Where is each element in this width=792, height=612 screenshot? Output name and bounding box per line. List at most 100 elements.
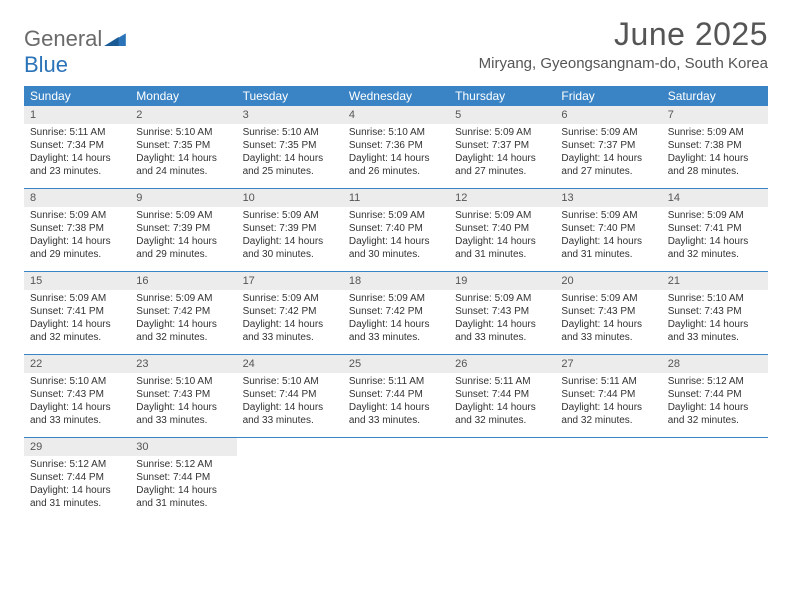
day-info-line: and 32 minutes. bbox=[136, 331, 230, 344]
location: Miryang, Gyeongsangnam-do, South Korea bbox=[479, 55, 768, 72]
day-info-line: and 23 minutes. bbox=[30, 165, 124, 178]
day-info-line: Sunset: 7:43 PM bbox=[136, 388, 230, 401]
day-number: 16 bbox=[130, 272, 236, 290]
day-info-line: and 32 minutes. bbox=[668, 248, 762, 261]
empty-cell bbox=[449, 438, 555, 520]
day-info-line: Sunrise: 5:10 AM bbox=[136, 375, 230, 388]
day-cell: 4Sunrise: 5:10 AMSunset: 7:36 PMDaylight… bbox=[343, 106, 449, 188]
day-cell: 18Sunrise: 5:09 AMSunset: 7:42 PMDayligh… bbox=[343, 272, 449, 354]
day-info-line: Sunset: 7:40 PM bbox=[561, 222, 655, 235]
day-info-line: Daylight: 14 hours bbox=[243, 152, 337, 165]
day-number: 23 bbox=[130, 355, 236, 373]
day-info-line: Sunset: 7:35 PM bbox=[136, 139, 230, 152]
day-info-line: Daylight: 14 hours bbox=[561, 235, 655, 248]
day-cell: 10Sunrise: 5:09 AMSunset: 7:39 PMDayligh… bbox=[237, 189, 343, 271]
day-info-line: Sunset: 7:42 PM bbox=[136, 305, 230, 318]
day-number: 7 bbox=[662, 106, 768, 124]
day-info-line: Daylight: 14 hours bbox=[30, 152, 124, 165]
day-info-line: Sunrise: 5:12 AM bbox=[136, 458, 230, 471]
day-info-line: Sunset: 7:42 PM bbox=[349, 305, 443, 318]
day-info-line: Daylight: 14 hours bbox=[455, 401, 549, 414]
day-content: Sunrise: 5:10 AMSunset: 7:36 PMDaylight:… bbox=[343, 124, 449, 182]
day-info-line: and 33 minutes. bbox=[349, 331, 443, 344]
day-info-line: and 29 minutes. bbox=[30, 248, 124, 261]
day-info-line: Daylight: 14 hours bbox=[668, 235, 762, 248]
day-content: Sunrise: 5:10 AMSunset: 7:35 PMDaylight:… bbox=[237, 124, 343, 182]
day-cell: 23Sunrise: 5:10 AMSunset: 7:43 PMDayligh… bbox=[130, 355, 236, 437]
day-content: Sunrise: 5:09 AMSunset: 7:38 PMDaylight:… bbox=[24, 207, 130, 265]
week-row: 22Sunrise: 5:10 AMSunset: 7:43 PMDayligh… bbox=[24, 355, 768, 438]
day-content: Sunrise: 5:10 AMSunset: 7:43 PMDaylight:… bbox=[130, 373, 236, 431]
day-info-line: and 27 minutes. bbox=[455, 165, 549, 178]
day-info-line: and 33 minutes. bbox=[243, 331, 337, 344]
day-info-line: Sunrise: 5:10 AM bbox=[243, 375, 337, 388]
day-cell: 30Sunrise: 5:12 AMSunset: 7:44 PMDayligh… bbox=[130, 438, 236, 520]
day-info-line: Sunrise: 5:09 AM bbox=[243, 292, 337, 305]
day-info-line: and 25 minutes. bbox=[243, 165, 337, 178]
day-content: Sunrise: 5:09 AMSunset: 7:38 PMDaylight:… bbox=[662, 124, 768, 182]
day-cell: 28Sunrise: 5:12 AMSunset: 7:44 PMDayligh… bbox=[662, 355, 768, 437]
day-cell: 7Sunrise: 5:09 AMSunset: 7:38 PMDaylight… bbox=[662, 106, 768, 188]
day-number: 12 bbox=[449, 189, 555, 207]
day-info-line: Daylight: 14 hours bbox=[455, 318, 549, 331]
day-number: 27 bbox=[555, 355, 661, 373]
day-number: 18 bbox=[343, 272, 449, 290]
day-cell: 8Sunrise: 5:09 AMSunset: 7:38 PMDaylight… bbox=[24, 189, 130, 271]
weekday-header: Thursday bbox=[449, 86, 555, 106]
day-info-line: Sunset: 7:41 PM bbox=[668, 222, 762, 235]
day-cell: 5Sunrise: 5:09 AMSunset: 7:37 PMDaylight… bbox=[449, 106, 555, 188]
day-info-line: and 32 minutes. bbox=[455, 414, 549, 427]
day-content: Sunrise: 5:10 AMSunset: 7:35 PMDaylight:… bbox=[130, 124, 236, 182]
day-info-line: Sunrise: 5:09 AM bbox=[668, 126, 762, 139]
empty-cell bbox=[237, 438, 343, 520]
day-info-line: Sunrise: 5:09 AM bbox=[243, 209, 337, 222]
day-content: Sunrise: 5:09 AMSunset: 7:43 PMDaylight:… bbox=[555, 290, 661, 348]
day-content: Sunrise: 5:12 AMSunset: 7:44 PMDaylight:… bbox=[662, 373, 768, 431]
day-info-line: Sunrise: 5:10 AM bbox=[136, 126, 230, 139]
day-info-line: Daylight: 14 hours bbox=[30, 401, 124, 414]
day-number: 2 bbox=[130, 106, 236, 124]
day-info-line: Daylight: 14 hours bbox=[668, 318, 762, 331]
day-info-line: Sunrise: 5:09 AM bbox=[349, 292, 443, 305]
day-info-line: Sunrise: 5:12 AM bbox=[668, 375, 762, 388]
day-cell: 27Sunrise: 5:11 AMSunset: 7:44 PMDayligh… bbox=[555, 355, 661, 437]
day-info-line: Daylight: 14 hours bbox=[136, 401, 230, 414]
day-content: Sunrise: 5:11 AMSunset: 7:44 PMDaylight:… bbox=[555, 373, 661, 431]
day-info-line: Sunset: 7:38 PM bbox=[30, 222, 124, 235]
day-info-line: and 33 minutes. bbox=[349, 414, 443, 427]
day-info-line: Sunset: 7:43 PM bbox=[561, 305, 655, 318]
day-content: Sunrise: 5:11 AMSunset: 7:44 PMDaylight:… bbox=[449, 373, 555, 431]
day-info-line: Sunrise: 5:09 AM bbox=[561, 126, 655, 139]
day-info-line: Daylight: 14 hours bbox=[668, 401, 762, 414]
day-content: Sunrise: 5:09 AMSunset: 7:40 PMDaylight:… bbox=[555, 207, 661, 265]
day-number: 22 bbox=[24, 355, 130, 373]
day-info-line: and 28 minutes. bbox=[668, 165, 762, 178]
day-info-line: Sunset: 7:44 PM bbox=[561, 388, 655, 401]
day-info-line: Daylight: 14 hours bbox=[455, 152, 549, 165]
day-info-line: Sunset: 7:36 PM bbox=[349, 139, 443, 152]
day-info-line: and 32 minutes. bbox=[561, 414, 655, 427]
day-info-line: Sunrise: 5:09 AM bbox=[455, 126, 549, 139]
day-info-line: Daylight: 14 hours bbox=[136, 484, 230, 497]
day-cell: 12Sunrise: 5:09 AMSunset: 7:40 PMDayligh… bbox=[449, 189, 555, 271]
day-info-line: Daylight: 14 hours bbox=[668, 152, 762, 165]
day-info-line: Daylight: 14 hours bbox=[243, 318, 337, 331]
day-info-line: Sunrise: 5:11 AM bbox=[349, 375, 443, 388]
day-number: 20 bbox=[555, 272, 661, 290]
day-info-line: and 33 minutes. bbox=[561, 331, 655, 344]
day-number: 4 bbox=[343, 106, 449, 124]
day-content: Sunrise: 5:12 AMSunset: 7:44 PMDaylight:… bbox=[24, 456, 130, 514]
day-cell: 6Sunrise: 5:09 AMSunset: 7:37 PMDaylight… bbox=[555, 106, 661, 188]
day-info-line: Daylight: 14 hours bbox=[243, 401, 337, 414]
day-cell: 15Sunrise: 5:09 AMSunset: 7:41 PMDayligh… bbox=[24, 272, 130, 354]
day-info-line: Daylight: 14 hours bbox=[455, 235, 549, 248]
day-info-line: Sunrise: 5:09 AM bbox=[136, 292, 230, 305]
day-info-line: Sunset: 7:39 PM bbox=[243, 222, 337, 235]
day-number: 17 bbox=[237, 272, 343, 290]
day-info-line: and 31 minutes. bbox=[561, 248, 655, 261]
day-number: 5 bbox=[449, 106, 555, 124]
day-cell: 9Sunrise: 5:09 AMSunset: 7:39 PMDaylight… bbox=[130, 189, 236, 271]
weekday-header: Wednesday bbox=[343, 86, 449, 106]
calendar: SundayMondayTuesdayWednesdayThursdayFrid… bbox=[24, 86, 768, 520]
day-info-line: Daylight: 14 hours bbox=[561, 318, 655, 331]
